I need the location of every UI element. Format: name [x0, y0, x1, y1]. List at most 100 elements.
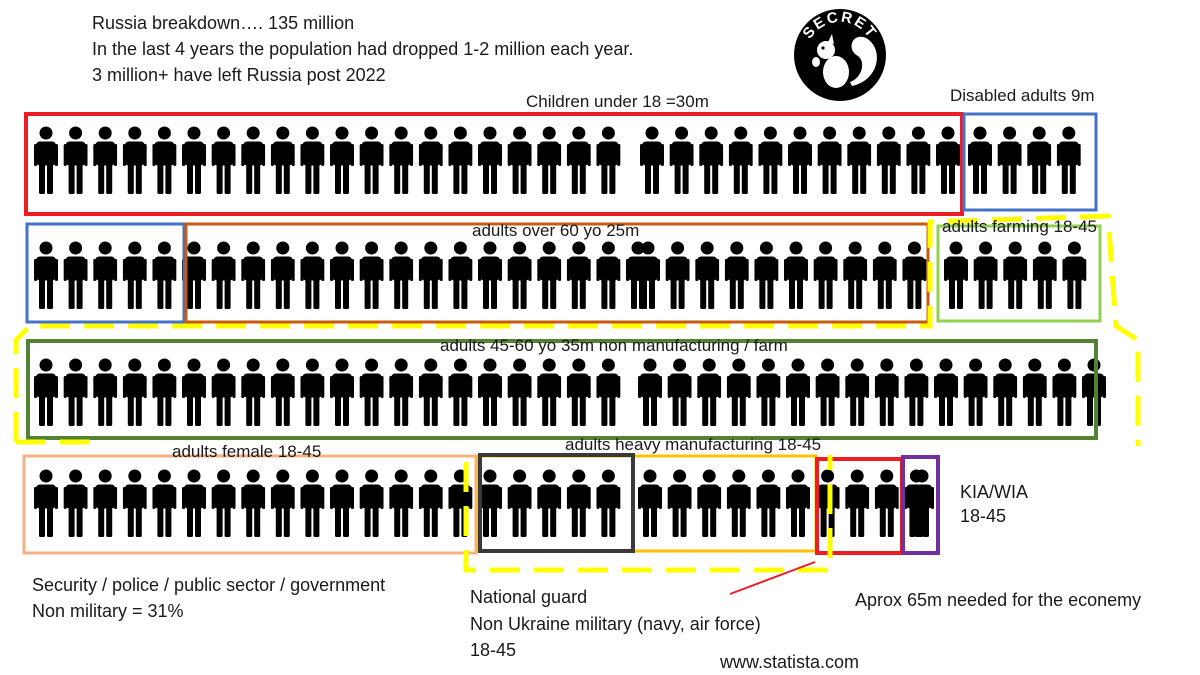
- person-icon: [902, 241, 927, 309]
- kia-box: [901, 455, 940, 555]
- children-box: [24, 112, 964, 216]
- person-icon: [359, 241, 384, 309]
- person-icon: [182, 469, 206, 537]
- person-icon: [507, 241, 532, 309]
- person-icon: [845, 358, 870, 426]
- person-icon: [507, 469, 532, 537]
- person-icon: [241, 358, 266, 426]
- person-icon: [1052, 358, 1077, 426]
- person-icon: [330, 469, 354, 537]
- person-icon: [697, 358, 722, 426]
- person-icon: [211, 358, 236, 426]
- person-icon: [300, 126, 325, 194]
- person-icon: [1022, 358, 1047, 426]
- person-icon: [874, 358, 899, 426]
- secret-squirrel-logo: SECRET: [794, 9, 886, 101]
- person-icon: [182, 126, 206, 194]
- person-icon: [638, 358, 662, 426]
- person-icon: [786, 358, 810, 426]
- person-icon: [448, 358, 473, 426]
- person-icon: [817, 126, 842, 194]
- person-icon: [34, 241, 58, 309]
- person-icon: [968, 126, 992, 194]
- person-icon: [507, 126, 532, 194]
- person-icon: [63, 469, 88, 537]
- person-icon: [963, 358, 988, 426]
- person-icon: [537, 241, 562, 309]
- person-icon: [330, 358, 354, 426]
- person-icon: [758, 126, 783, 194]
- person-icon: [756, 469, 781, 537]
- person-icon: [728, 126, 753, 194]
- children-label: Children under 18 =30m: [526, 92, 709, 111]
- disabled-box-top: [962, 112, 1098, 212]
- person-icon: [152, 358, 177, 426]
- female-label: adults female 18-45: [172, 442, 321, 461]
- squirrel-icon: [812, 34, 877, 88]
- person-icon: [63, 241, 88, 309]
- person-icon: [152, 241, 177, 309]
- person-icon: [596, 469, 621, 537]
- person-icon: [640, 126, 664, 194]
- person-icon: [813, 241, 838, 309]
- person-icon: [667, 469, 692, 537]
- person-icon: [359, 126, 384, 194]
- person-icon: [699, 126, 724, 194]
- person-icon: [876, 126, 901, 194]
- person-icon: [695, 241, 720, 309]
- person-icon: [784, 241, 808, 309]
- kia-label-line-1: KIA/WIA: [960, 482, 1028, 502]
- person-icon: [973, 241, 998, 309]
- person-icon: [874, 469, 899, 537]
- header-line-3: 3 million+ have left Russia post 2022: [92, 65, 386, 85]
- farming-box: [936, 224, 1102, 323]
- guard-note-line-3: 18-45: [470, 640, 516, 660]
- source-note: www.statista.com: [719, 652, 859, 672]
- person-icon: [152, 126, 177, 194]
- person-icon: [389, 126, 414, 194]
- disabled-label: Disabled adults 9m: [950, 86, 1095, 105]
- person-icon: [934, 358, 958, 426]
- person-icon: [786, 469, 810, 537]
- person-icon: [418, 358, 443, 426]
- person-icon: [418, 469, 443, 537]
- person-icon: [843, 241, 868, 309]
- mid-age-label: adults 45-60 yo 35m non manufacturing / …: [440, 336, 788, 355]
- person-icon: [537, 358, 562, 426]
- person-icon: [478, 126, 502, 194]
- person-icon: [1056, 126, 1081, 194]
- guard-note-line-2: Non Ukraine military (navy, air force): [470, 614, 761, 634]
- person-icon: [566, 241, 591, 309]
- female-box: [22, 454, 478, 555]
- person-icon: [507, 358, 532, 426]
- person-icon: [270, 241, 295, 309]
- person-icon: [448, 241, 473, 309]
- person-icon: [1062, 241, 1087, 309]
- person-icon: [993, 358, 1018, 426]
- person-icon: [241, 126, 266, 194]
- person-icon: [697, 469, 722, 537]
- pointer-line: [729, 561, 816, 595]
- person-icon: [936, 126, 960, 194]
- header-line-1: Russia breakdown…. 135 million: [92, 13, 354, 33]
- person-icon: [845, 469, 870, 537]
- military-dashed-outline-top: [13, 213, 1141, 446]
- person-icon: [667, 358, 692, 426]
- person-icon: [122, 241, 147, 309]
- person-icon: [270, 469, 295, 537]
- people-figures: [34, 126, 1106, 537]
- person-icon: [93, 126, 118, 194]
- person-icon: [448, 469, 473, 537]
- person-icon: [389, 358, 414, 426]
- person-icon: [726, 469, 751, 537]
- person-icon: [537, 469, 562, 537]
- person-icon: [478, 358, 502, 426]
- military-dashed-outline-bottom: [16, 439, 833, 573]
- person-icon: [122, 358, 147, 426]
- person-icon: [754, 241, 779, 309]
- mid-age-box: [26, 339, 1098, 440]
- person-icon: [537, 126, 562, 194]
- person-icon: [1027, 126, 1052, 194]
- person-icon: [872, 241, 897, 309]
- person-icon: [152, 469, 177, 537]
